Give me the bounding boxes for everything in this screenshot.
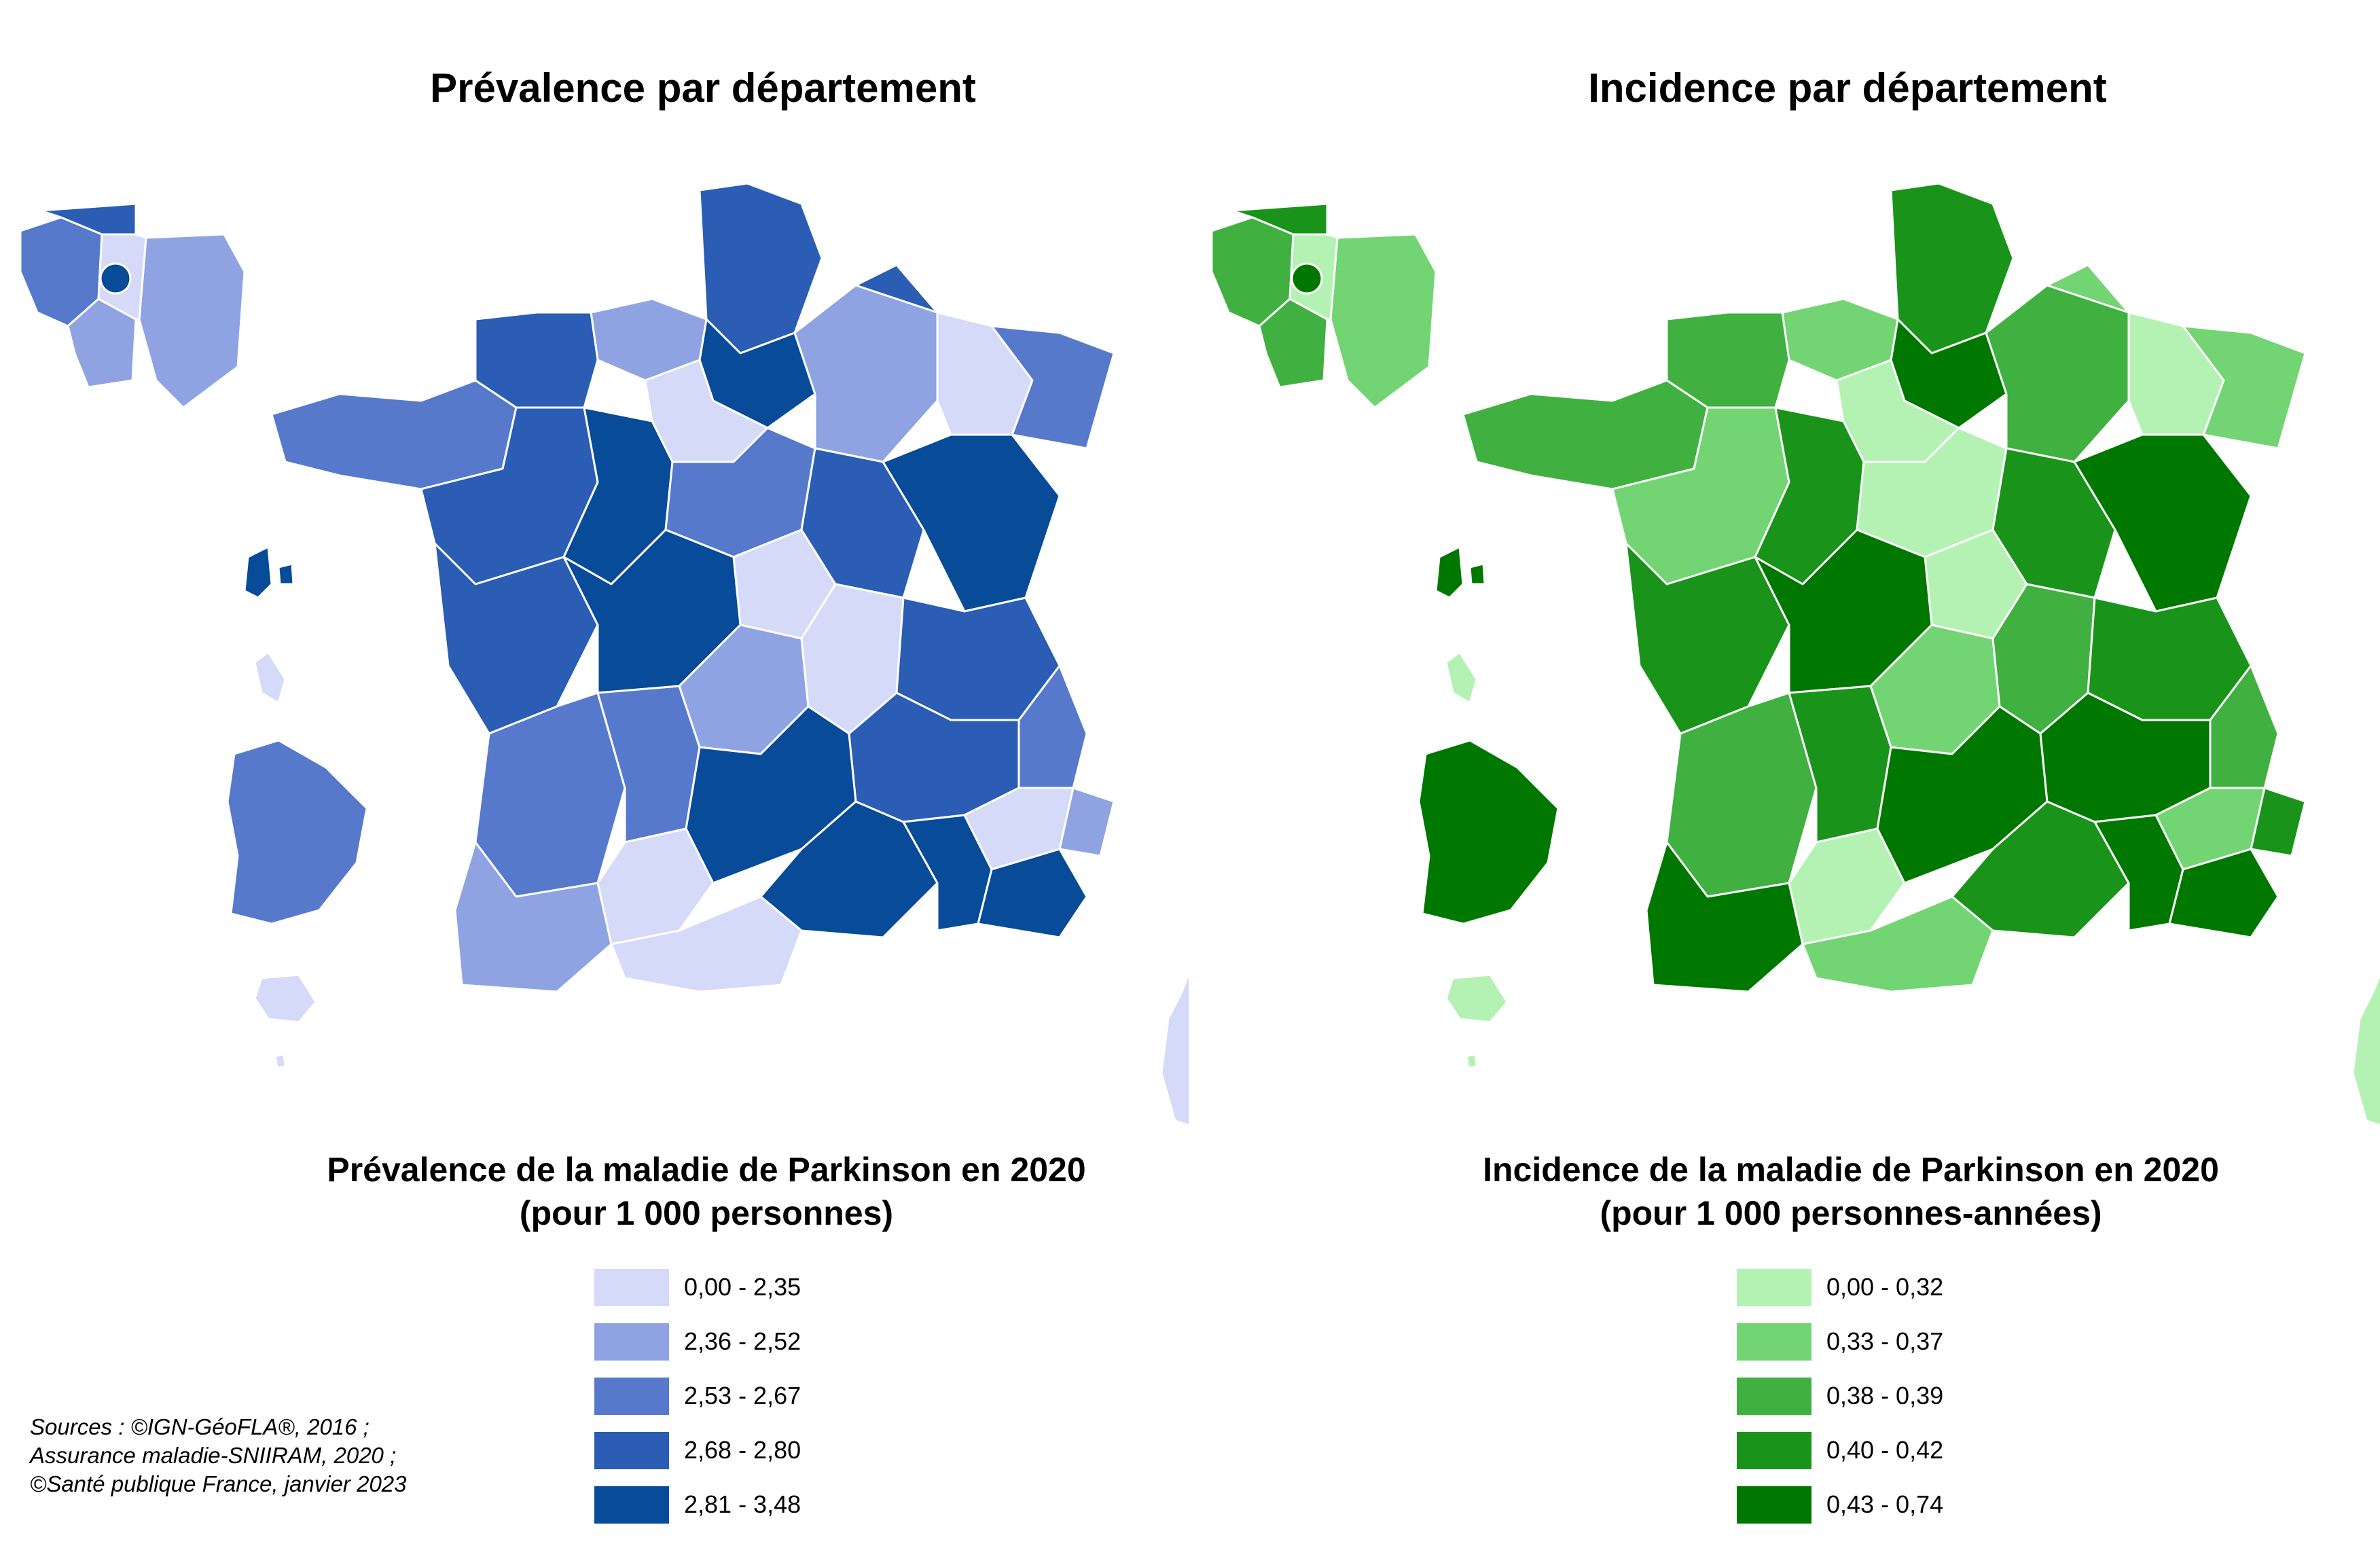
legend-swatch — [594, 1431, 669, 1469]
legend-item: 0,40 - 0,42 — [1737, 1423, 1943, 1477]
provence-east — [1058, 787, 1115, 857]
guadeloupe — [1435, 545, 1486, 599]
corse — [1160, 971, 1189, 1127]
bretagne — [270, 379, 518, 490]
poitou-charentes — [1625, 542, 1790, 735]
martinique — [1445, 651, 1478, 704]
pyrenees-east — [610, 895, 803, 993]
var — [2168, 848, 2279, 939]
incidence-legend: 0,00 - 0,32 0,33 - 0,37 0,38 - 0,39 0,40… — [1737, 1260, 1943, 1532]
legend-label: 2,36 - 2,52 — [684, 1327, 801, 1355]
legend-label: 0,00 - 0,32 — [1826, 1273, 1944, 1301]
legend-label: 2,81 - 3,48 — [684, 1490, 801, 1518]
legend-swatch — [594, 1377, 669, 1415]
legend-item: 2,81 - 3,48 — [594, 1477, 801, 1532]
legend-swatch — [594, 1323, 669, 1361]
legend-label: 0,43 - 0,74 — [1826, 1490, 1944, 1518]
legend-label: 0,00 - 2,35 — [684, 1273, 801, 1301]
legend-swatch — [1737, 1431, 1811, 1469]
prevalence-legend: 0,00 - 2,35 2,36 - 2,52 2,53 - 2,67 2,68… — [594, 1260, 801, 1532]
aquitaine-south — [1645, 841, 1804, 993]
martinique — [253, 651, 287, 704]
legend-swatch — [1737, 1486, 1811, 1524]
metropolitan-france — [270, 182, 1189, 1127]
overseas-departments — [226, 545, 368, 1069]
inset-dept-paris — [1291, 262, 1323, 295]
legend-item: 2,68 - 2,80 — [594, 1423, 801, 1477]
alsace-region — [2182, 325, 2307, 450]
franche-comte — [882, 433, 1061, 613]
sources-line: Sources : ©IGN-GéoFLA®, 2016 ; — [30, 1414, 369, 1439]
overseas-departments — [1418, 545, 1559, 1069]
guyane — [1418, 739, 1559, 925]
corse — [2351, 971, 2380, 1127]
ile-de-france-inset — [1210, 202, 1437, 409]
bretagne — [1462, 379, 1709, 490]
ile-de-france-inset — [19, 202, 246, 409]
legend-swatch — [594, 1268, 669, 1306]
champagne-region — [1985, 284, 2130, 463]
franche-comte — [2073, 433, 2252, 613]
inset-dept-paris — [99, 262, 132, 295]
reunion — [253, 973, 317, 1024]
mayotte — [1465, 1053, 1478, 1069]
metropolitan-france — [1462, 182, 2380, 1127]
prevalence-choropleth-map — [19, 182, 1189, 1127]
legend-item: 0,43 - 0,74 — [1737, 1477, 1943, 1532]
legend-item: 0,38 - 0,39 — [1737, 1369, 1943, 1423]
legend-item: 0,00 - 2,35 — [594, 1260, 801, 1314]
legend-item: 2,36 - 2,52 — [594, 1314, 801, 1369]
incidence-map-title: Incidence par département — [1588, 65, 2107, 111]
poitou-charentes — [433, 542, 599, 735]
legend-label: 0,38 - 0,39 — [1826, 1382, 1944, 1409]
inset-dept-east — [138, 233, 246, 409]
sources-note: Sources : ©IGN-GéoFLA®, 2016 ; Assurance… — [30, 1413, 407, 1498]
ardennes-region — [2046, 264, 2130, 314]
guyane — [226, 739, 368, 925]
reunion — [1445, 973, 1509, 1024]
legend-label: 2,68 - 2,80 — [684, 1436, 801, 1464]
prevalence-legend-title-line1: Prévalence de la maladie de Parkinson en… — [327, 1151, 1086, 1189]
prevalence-legend-title-line2: (pour 1 000 personnes) — [519, 1194, 894, 1232]
var — [977, 848, 1088, 939]
champagne-region — [793, 284, 939, 463]
provence-east — [2250, 787, 2307, 857]
pyrenees-east — [1801, 895, 1994, 993]
incidence-legend-title-line2: (pour 1 000 personnes-années) — [1600, 1194, 2102, 1232]
incidence-legend-title-line1: Incidence de la maladie de Parkinson en … — [1483, 1151, 2219, 1189]
legend-item: 2,53 - 2,67 — [594, 1369, 801, 1423]
mayotte — [274, 1053, 287, 1069]
sources-line: ©Santé publique France, janvier 2023 — [30, 1471, 407, 1496]
alsace-region — [990, 325, 1115, 450]
legend-label: 2,53 - 2,67 — [684, 1382, 801, 1409]
prevalence-map-title: Prévalence par département — [430, 65, 976, 111]
incidence-legend-title: Incidence de la maladie de Parkinson en … — [1341, 1148, 2360, 1235]
legend-item: 0,33 - 0,37 — [1737, 1314, 1943, 1369]
legend-item: 0,00 - 0,32 — [1737, 1260, 1943, 1314]
legend-label: 0,33 - 0,37 — [1826, 1327, 1944, 1355]
legend-swatch — [1737, 1377, 1811, 1415]
inset-dept-east — [1329, 233, 1437, 409]
legend-swatch — [1737, 1268, 1811, 1306]
sources-line: Assurance maladie-SNIIRAM, 2020 ; — [30, 1443, 397, 1468]
aquitaine-south — [454, 841, 613, 993]
legend-swatch — [594, 1486, 669, 1524]
legend-label: 0,40 - 0,42 — [1826, 1436, 1944, 1464]
guadeloupe — [243, 545, 295, 599]
ardennes-region — [854, 264, 939, 314]
prevalence-legend-title: Prévalence de la maladie de Parkinson en… — [197, 1148, 1216, 1235]
incidence-choropleth-map — [1210, 182, 2380, 1127]
legend-swatch — [1737, 1323, 1811, 1361]
